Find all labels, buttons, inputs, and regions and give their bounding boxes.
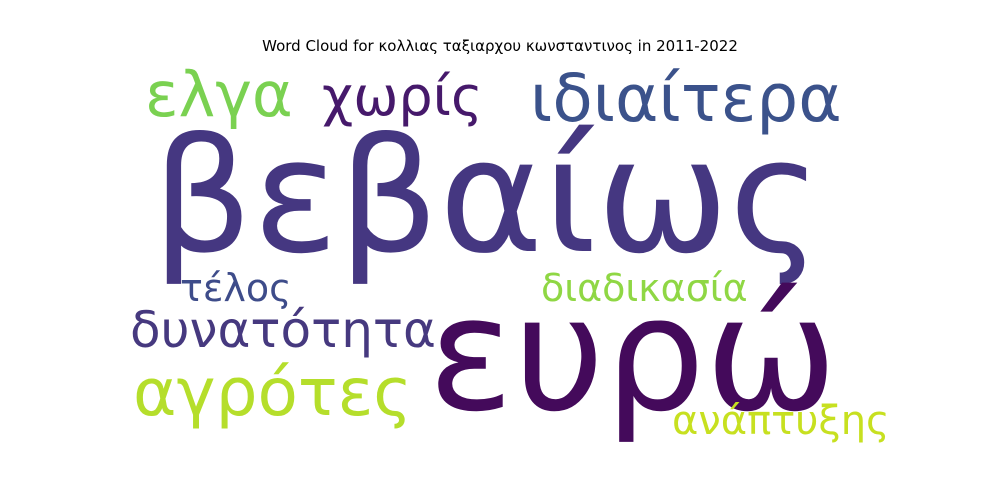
cloud-word: ευρώ: [428, 263, 838, 447]
cloud-word: ανάπτυξης: [672, 398, 890, 444]
cloud-word: ελγα: [145, 58, 293, 131]
cloud-word: τέλος: [180, 266, 292, 310]
cloud-word: αγρότες: [133, 354, 412, 431]
cloud-word: δυνατότητα: [130, 301, 436, 359]
chart-title: Word Cloud for κολλιας ταξιαρχου κωνσταν…: [262, 37, 738, 55]
cloud-word: χωρίς: [322, 65, 483, 128]
cloud-word: διαδικασία: [541, 266, 748, 310]
cloud-word: βεβαίως: [152, 105, 822, 289]
cloud-word: ιδιαίτερα: [530, 60, 842, 137]
